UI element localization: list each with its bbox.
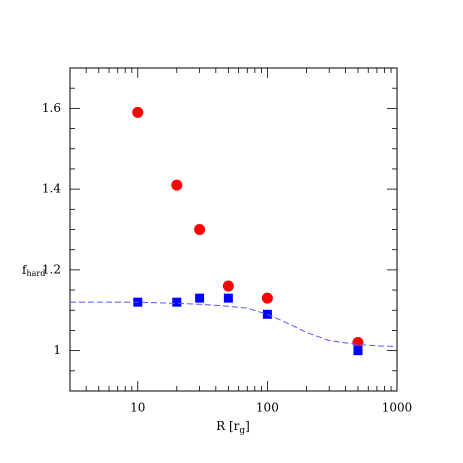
y-tick-label: 1.6 xyxy=(42,101,61,115)
y-label-sub: hard xyxy=(26,269,45,278)
data-point xyxy=(194,224,206,235)
data-point xyxy=(195,293,205,303)
y-label-text: f xyxy=(22,263,28,277)
plot-frame xyxy=(69,67,398,392)
data-point xyxy=(222,280,234,292)
y-tick-label: 1.4 xyxy=(42,182,61,196)
x-label-end: ] xyxy=(245,419,250,433)
x-tick-label: 100 xyxy=(256,401,279,415)
y-tick-label: 1 xyxy=(53,343,61,357)
x-tick-label: 10 xyxy=(130,401,145,415)
x-axis-label: R [rg] xyxy=(216,419,250,436)
model-curve xyxy=(70,301,398,348)
x-label-text: R [r xyxy=(216,419,240,433)
y-axis-label: fhard xyxy=(22,263,45,279)
data-point xyxy=(353,346,363,356)
y-tick-label: 1.2 xyxy=(42,262,61,276)
data-point xyxy=(172,297,182,307)
data-point xyxy=(171,179,183,191)
data-point xyxy=(261,292,273,304)
data-point xyxy=(223,293,233,303)
data-point xyxy=(352,337,364,349)
x-tick-label: 1000 xyxy=(382,401,413,415)
data-point xyxy=(132,106,144,118)
x-label-sub: g xyxy=(239,426,245,436)
